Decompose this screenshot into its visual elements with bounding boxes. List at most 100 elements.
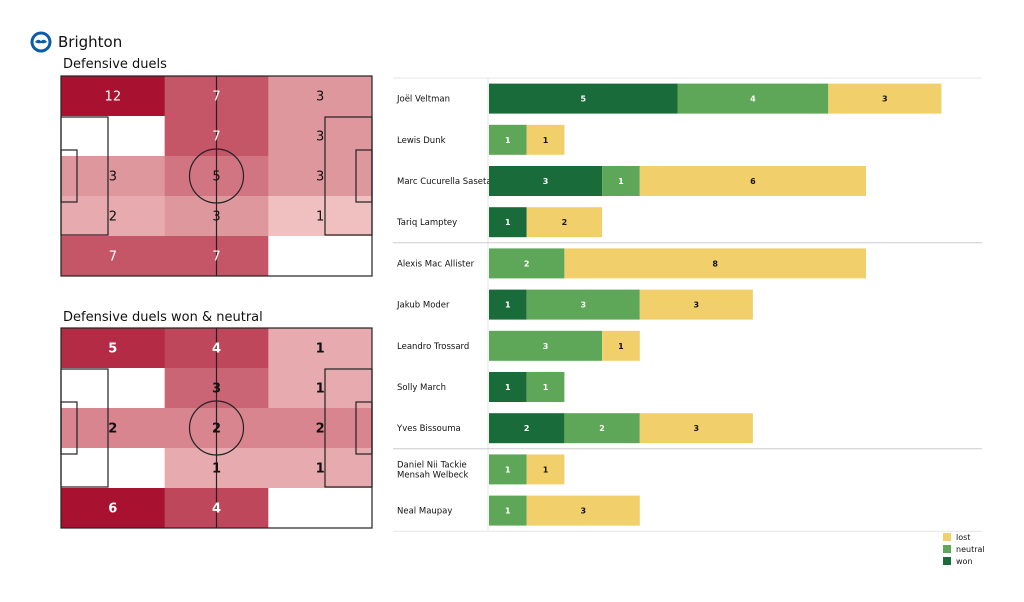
heatmap-value-label: 1 [212, 462, 221, 477]
centre-circle [188, 148, 245, 204]
heatmap-value-label: 3 [212, 382, 221, 397]
heatmap-value-label: 1 [316, 382, 325, 397]
bar-value-label: 1 [543, 383, 549, 392]
heatmap-cell [268, 156, 373, 197]
bar-value-label: 1 [543, 465, 549, 474]
bar-segment-won [489, 289, 527, 320]
bar-segment-lost [564, 248, 866, 279]
heatmap-cell [268, 236, 373, 277]
bar-value-label: 1 [505, 507, 511, 516]
heatmap-cell [61, 156, 166, 197]
left-six-yard-box [60, 401, 78, 455]
legend-label: lost [956, 533, 970, 542]
bar-segment-lost [526, 495, 640, 526]
player-name-label: Solly March [397, 383, 446, 393]
left-six-yard-box [60, 149, 78, 203]
heatmap-cell [61, 368, 166, 409]
heatmap-cell [268, 328, 373, 369]
heatmap-value-label: 3 [109, 170, 117, 185]
bar-value-label: 1 [505, 218, 511, 227]
heatmap-value-label: 3 [316, 130, 324, 145]
heatmap-value-label: 7 [109, 250, 117, 265]
defensive-duels-heatmap: 12 7 3 7 3 3 5 3 2 3 1 7 7 [60, 75, 373, 277]
bar-segment-neutral [489, 495, 527, 526]
right-six-yard-box [355, 401, 373, 455]
player-name-label: Jakub Moder [396, 301, 450, 311]
heatmap-cell [61, 448, 166, 489]
bar-value-label: 3 [694, 301, 700, 310]
bar-value-label: 2 [524, 424, 530, 433]
heatmap-cell [268, 196, 373, 237]
bar-segment-neutral [564, 413, 640, 444]
heatmap-2-title: Defensive duels won & neutral [63, 310, 263, 325]
bar-segment-won [489, 372, 527, 402]
bar-segment-neutral [489, 330, 603, 361]
heatmap-value-label: 1 [316, 342, 325, 357]
pitch-lines [60, 327, 373, 529]
bar-value-label: 5 [580, 95, 586, 104]
player-name-label: Joël Veltman [396, 95, 450, 105]
bar-segment-lost [526, 124, 565, 155]
bar-value-label: 2 [599, 424, 605, 433]
player-name-label: Tariq Lamptey [396, 218, 457, 228]
heatmap-cell [61, 76, 166, 117]
heatmap-cell [61, 116, 166, 157]
bar-segment-lost [639, 289, 753, 320]
bar-segment-lost [602, 330, 640, 361]
heatmap-value-label: 2 [108, 422, 117, 437]
heatmap-cell [61, 488, 166, 529]
bar-value-label: 3 [580, 301, 586, 310]
heatmap-value-label: 12 [105, 90, 122, 105]
chart-legend: lost neutral won [943, 533, 985, 566]
bar-value-label: 1 [505, 465, 511, 474]
bar-segment-won [489, 83, 678, 114]
player-duels-bar-chart: Joël Veltman 5 4 3 Lewis Dunk 1 1 Marc Cucurell… [393, 77, 985, 566]
bar-value-label: 8 [712, 259, 718, 268]
bar-segment-won [489, 413, 565, 444]
heatmap-value-label: 4 [212, 502, 221, 517]
bar-segment-lost [639, 413, 753, 444]
heatmap-cells [61, 328, 373, 529]
bar-value-label: 2 [562, 218, 568, 227]
bar-segment-lost [526, 207, 603, 238]
bar-value-label: 1 [505, 136, 511, 145]
legend-swatch-neutral [943, 545, 951, 553]
bar-segment-lost [639, 166, 866, 196]
legend-label: neutral [956, 545, 985, 554]
heatmap-value-label: 3 [212, 210, 220, 225]
legend-swatch-won [943, 557, 951, 565]
bar-value-label: 1 [505, 301, 511, 310]
heatmap-cell [268, 116, 373, 157]
heatmap-value-label: 5 [108, 342, 117, 357]
brighton-crest-icon [30, 31, 52, 53]
team-name: Brighton [58, 33, 123, 51]
heatmap-cell [268, 408, 373, 449]
right-six-yard-box [355, 149, 373, 203]
bar-value-label: 3 [882, 95, 888, 104]
bar-segment-neutral [489, 248, 565, 279]
bar-value-label: 2 [524, 259, 530, 268]
bar-segment-neutral [489, 454, 527, 485]
team-header: Brighton [30, 31, 122, 53]
heatmap-cell [61, 408, 166, 449]
legend-label: won [956, 557, 973, 566]
bar-segment-neutral [677, 83, 829, 114]
heatmap-value-label: 7 [212, 90, 220, 105]
bar-segment-neutral [489, 124, 527, 155]
heatmap-value-label: 2 [316, 422, 325, 437]
pitch-lines [60, 75, 373, 277]
bar-value-label: 1 [543, 136, 549, 145]
legend-swatch-lost [943, 533, 951, 541]
heatmap-value-label: 5 [212, 170, 220, 185]
player-name-label: Alexis Mac Allister [397, 259, 475, 269]
heatmap-cell [268, 76, 373, 117]
heatmap-cells [61, 76, 373, 277]
heatmap-value-label: 1 [316, 462, 325, 477]
bar-segment-won [489, 166, 603, 196]
heatmap-value-label: 1 [316, 210, 324, 225]
heatmap-cell [268, 488, 373, 529]
bar-segment-lost [828, 83, 942, 114]
player-name-label: Daniel Nii Tackie Mensah Welbeck [397, 460, 468, 480]
bar-segment-lost [526, 454, 565, 485]
defensive-duels-won-neutral-heatmap: 5 4 1 3 1 2 2 2 1 1 6 4 [60, 327, 373, 529]
